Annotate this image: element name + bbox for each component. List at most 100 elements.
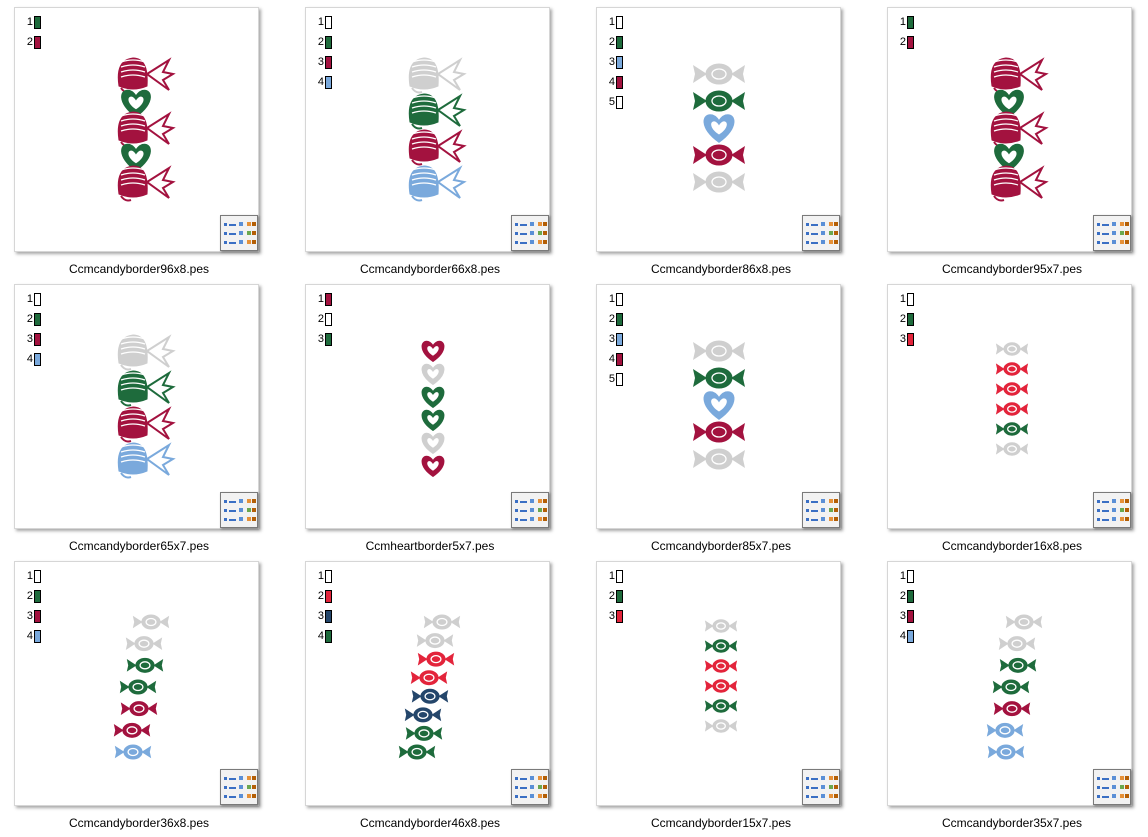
thread-color-item: 4: [25, 349, 41, 369]
file-tile[interactable]: 1 2 3 Ccmheartborder5x7.pes: [305, 284, 577, 560]
file-tile[interactable]: 1 2 3 Ccmcandyborder15x7.pes: [596, 561, 868, 837]
file-tile[interactable]: 1 2 3 4 Ccmcandyborder46x8.pes: [305, 561, 577, 837]
wrapped-candy-motif: [693, 144, 745, 166]
heart-motif: [421, 363, 445, 386]
file-name-label[interactable]: Ccmcandyborder16x8.pes: [941, 539, 1083, 553]
thread-color-number: 2: [608, 36, 615, 48]
file-tile[interactable]: 1 2 3 4 5 Ccmcandyborder85x7.pes: [596, 284, 868, 560]
thread-color-number: 2: [26, 36, 33, 48]
thread-color-number: 3: [608, 56, 615, 68]
file-name-label[interactable]: Ccmcandyborder96x8.pes: [68, 262, 210, 276]
thread-color-number: 2: [317, 590, 324, 602]
thread-color-swatch: [616, 95, 623, 109]
embroidery-preview[interactable]: 1 2 3 4 5: [596, 284, 841, 529]
thread-color-number: 1: [899, 293, 906, 305]
thread-color-item: 2: [25, 32, 41, 52]
thread-color-swatch: [34, 35, 41, 49]
file-name-label[interactable]: Ccmcandyborder35x7.pes: [941, 816, 1083, 830]
embroidery-preview[interactable]: 1 2 3 4: [14, 561, 259, 806]
file-name-label[interactable]: Ccmcandyborder86x8.pes: [650, 262, 792, 276]
wrapped-candy-motif: [119, 679, 157, 695]
thread-color-list: 1 2 3 4 5: [607, 12, 623, 112]
thread-color-item: 3: [316, 329, 332, 349]
file-tile[interactable]: 1 2 Ccmcandyborder96x8.pes: [14, 7, 286, 283]
file-name-label[interactable]: Ccmcandyborder85x7.pes: [650, 539, 792, 553]
wrapped-candy-motif: [410, 670, 448, 686]
thread-color-number: 4: [317, 76, 324, 88]
wrapped-candy-motif: [417, 651, 455, 667]
wrapped-candy-motif: [416, 633, 454, 649]
thread-color-item: 3: [898, 606, 914, 626]
file-name-label[interactable]: Ccmcandyborder46x8.pes: [359, 816, 501, 830]
heart-motif: [421, 409, 445, 432]
wrapped-candy-motif: [693, 63, 745, 85]
embroidery-preview[interactable]: 1 2 3 4: [305, 561, 550, 806]
thread-color-number: 2: [26, 590, 33, 602]
app-thumbnail-overlay-icon: [220, 492, 258, 528]
thread-color-number: 3: [899, 610, 906, 622]
file-tile[interactable]: 1 2 3 4 Ccmcandyborder66x8.pes: [305, 7, 577, 283]
app-thumbnail-overlay-icon: [802, 492, 840, 528]
wrapped-candy-motif: [995, 382, 1029, 396]
thread-color-swatch: [34, 332, 41, 346]
file-tile[interactable]: 1 2 3 4 Ccmcandyborder36x8.pes: [14, 561, 286, 837]
thread-color-swatch: [907, 609, 914, 623]
file-name-label[interactable]: Ccmcandyborder65x7.pes: [68, 539, 210, 553]
file-name-label[interactable]: Ccmcandyborder66x8.pes: [359, 262, 501, 276]
heart-motif: [703, 114, 735, 143]
thread-color-item: 1: [607, 566, 623, 586]
thread-color-number: 1: [26, 570, 33, 582]
file-tile[interactable]: 1 2 3 4 5 Ccmcandyborder86x8.pes: [596, 7, 868, 283]
wrapped-candy-motif: [999, 657, 1037, 673]
thread-color-item: 2: [898, 586, 914, 606]
wrapped-candy-motif: [693, 367, 745, 389]
thread-color-item: 2: [316, 586, 332, 606]
thread-color-number: 2: [608, 313, 615, 325]
thread-color-number: 3: [899, 333, 906, 345]
embroidery-design: [704, 619, 738, 733]
thread-color-swatch: [34, 589, 41, 603]
file-tile[interactable]: 1 2 3 Ccmcandyborder16x8.pes: [887, 284, 1148, 560]
thread-color-item: 4: [316, 72, 332, 92]
thread-color-number: 1: [608, 570, 615, 582]
thread-color-number: 4: [608, 76, 615, 88]
thread-color-number: 2: [317, 313, 324, 325]
file-name-label[interactable]: Ccmheartborder5x7.pes: [365, 539, 495, 553]
embroidery-preview[interactable]: 1 2 3 4: [14, 284, 259, 529]
wrapped-candy-motif: [987, 744, 1025, 760]
thread-color-swatch: [616, 589, 623, 603]
thread-color-swatch: [907, 312, 914, 326]
thread-color-number: 4: [899, 630, 906, 642]
thread-color-item: 3: [607, 52, 623, 72]
thread-color-swatch: [325, 312, 332, 326]
thread-color-item: 1: [607, 12, 623, 32]
thread-color-swatch: [34, 15, 41, 29]
file-tile[interactable]: 1 2 Ccmcandyborder95x7.pes: [887, 7, 1148, 283]
thread-color-item: 1: [316, 289, 332, 309]
thread-color-swatch: [325, 292, 332, 306]
file-tile[interactable]: 1 2 3 4 Ccmcandyborder35x7.pes: [887, 561, 1148, 837]
embroidery-preview[interactable]: 1 2 3 4: [305, 7, 550, 252]
thread-color-swatch: [34, 609, 41, 623]
thread-color-swatch: [325, 629, 332, 643]
embroidery-preview[interactable]: 1 2 3: [305, 284, 550, 529]
embroidery-preview[interactable]: 1 2 3: [596, 561, 841, 806]
embroidery-preview[interactable]: 1 2 3 4: [887, 561, 1132, 806]
file-name-label[interactable]: Ccmcandyborder15x7.pes: [650, 816, 792, 830]
candy-motif: [117, 370, 176, 407]
file-name-label[interactable]: Ccmcandyborder95x7.pes: [941, 262, 1083, 276]
thread-color-swatch: [325, 589, 332, 603]
wrapped-candy-motif: [704, 619, 738, 633]
embroidery-design: [408, 57, 467, 202]
thread-color-swatch: [907, 292, 914, 306]
wrapped-candy-motif: [995, 442, 1029, 456]
file-name-label[interactable]: Ccmcandyborder36x8.pes: [68, 816, 210, 830]
embroidery-preview[interactable]: 1 2 3 4 5: [596, 7, 841, 252]
thread-color-swatch: [616, 75, 623, 89]
embroidery-preview[interactable]: 1 2 3: [887, 284, 1132, 529]
file-tile[interactable]: 1 2 3 4 Ccmcandyborder65x7.pes: [14, 284, 286, 560]
thread-color-number: 1: [26, 16, 33, 28]
thread-color-swatch: [34, 569, 41, 583]
